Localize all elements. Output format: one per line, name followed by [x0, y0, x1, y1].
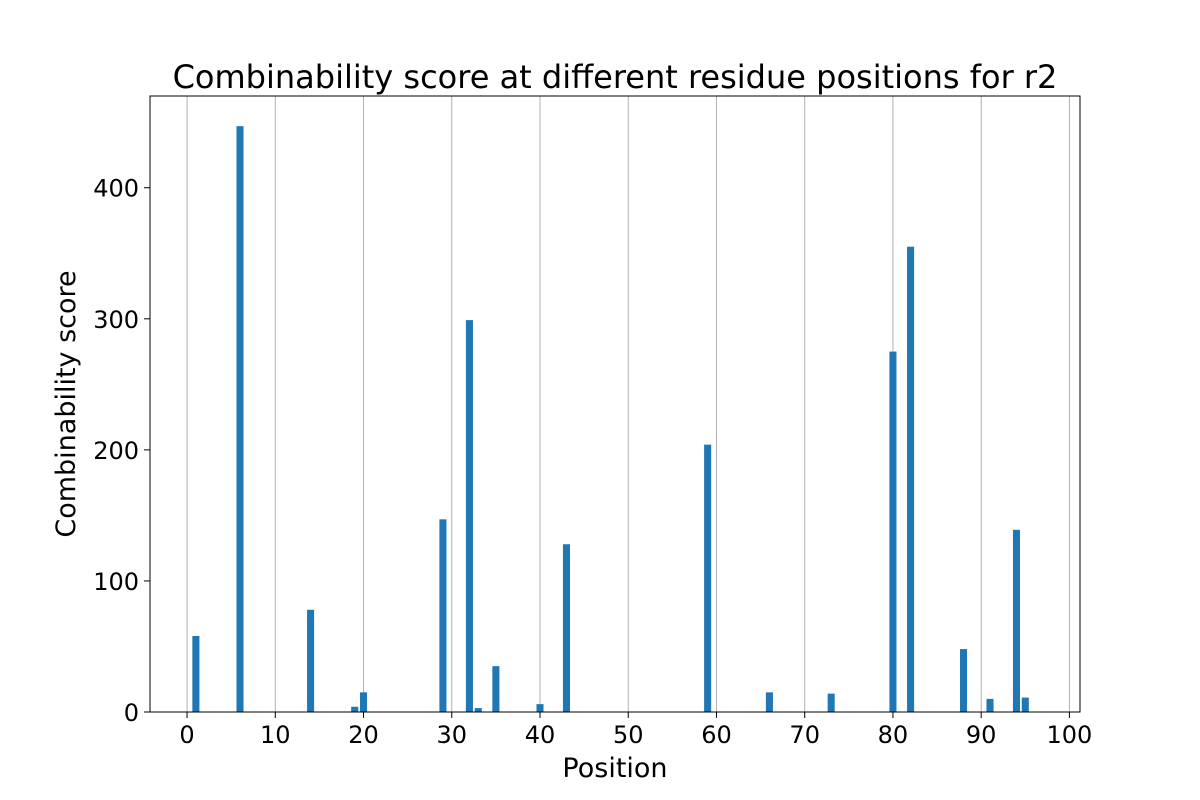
bar-position-95 [1021, 697, 1029, 712]
y-axis-label: Combinability score [51, 270, 82, 537]
bar-position-33 [474, 708, 482, 712]
bars [192, 126, 1029, 713]
bar-position-59 [704, 444, 712, 712]
bar-position-14 [307, 609, 315, 712]
bar-position-94 [1012, 529, 1020, 712]
bar-position-35 [492, 666, 500, 712]
grid-lines [186, 96, 1070, 712]
bar-position-40 [536, 704, 544, 712]
bar-position-29 [439, 519, 447, 712]
x-tick-label: 70 [789, 721, 820, 749]
y-axis-ticks: 0 100 200 300 400 [93, 175, 150, 727]
y-tick-label: 0 [124, 699, 139, 727]
x-tick-label: 60 [701, 721, 732, 749]
y-tick-label: 400 [93, 175, 139, 203]
bar-position-1 [192, 635, 200, 712]
bar-position-32 [465, 320, 473, 712]
bar-position-19 [351, 706, 359, 712]
x-tick-label: 10 [260, 721, 291, 749]
y-tick-label: 300 [93, 306, 139, 334]
y-tick-label: 100 [93, 568, 139, 596]
bar-position-73 [827, 693, 835, 712]
x-tick-label: 20 [348, 721, 379, 749]
y-tick-label: 200 [93, 437, 139, 465]
plot-frame [149, 95, 1081, 713]
bar-position-43 [562, 544, 570, 712]
x-tick-label: 0 [179, 721, 194, 749]
bar-position-91 [986, 698, 994, 712]
bar-position-88 [960, 649, 968, 712]
bar-position-82 [907, 246, 915, 713]
x-tick-label: 30 [436, 721, 467, 749]
chart-title: Combinability score at different residue… [173, 58, 1058, 96]
bar-position-80 [889, 351, 897, 712]
x-axis-label: Position [562, 753, 667, 784]
x-tick-label: 80 [878, 721, 909, 749]
bar-position-6 [236, 126, 244, 713]
x-tick-label: 50 [613, 721, 644, 749]
x-tick-label: 100 [1047, 721, 1093, 749]
x-tick-label: 40 [525, 721, 556, 749]
bar-position-66 [765, 692, 773, 712]
bar-position-20 [360, 692, 368, 712]
x-tick-label: 90 [966, 721, 997, 749]
x-axis-ticks: 0 10 20 30 40 50 60 70 80 90 100 [179, 712, 1092, 749]
